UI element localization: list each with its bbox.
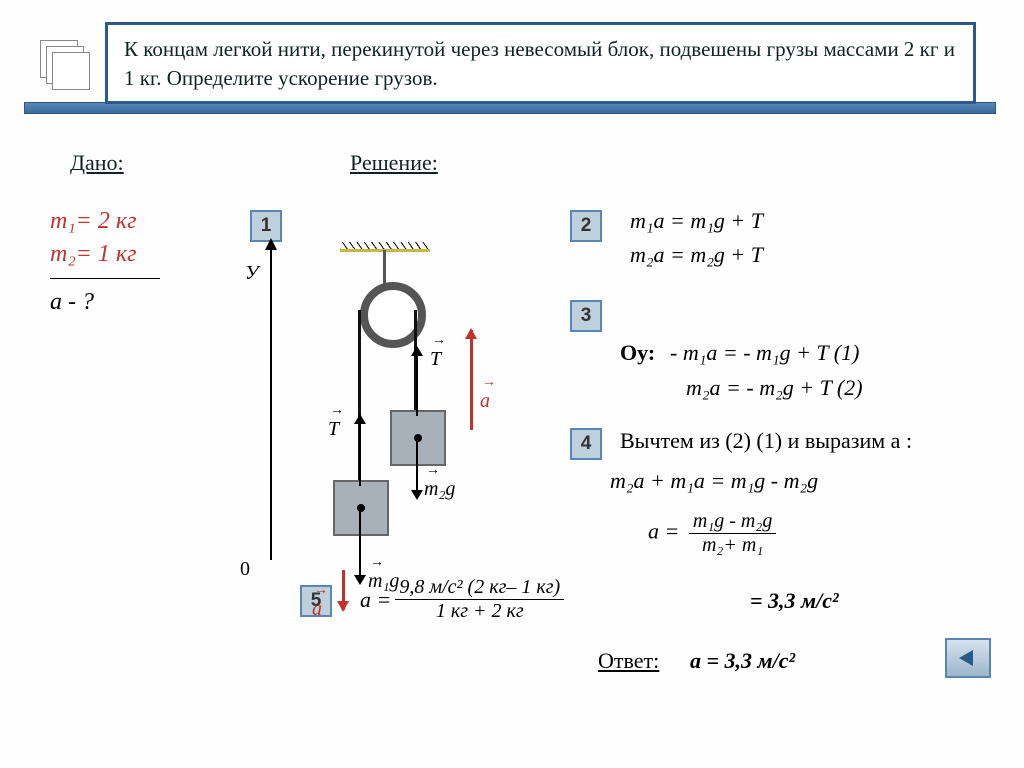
equation-2b: m₂a = m₂g + T [630, 242, 763, 268]
equation-4a: m₂a + m₁a = m₁g - m₂g [610, 468, 818, 494]
mass-1 [333, 480, 389, 536]
pulley-diagram: У 0 T T m₁g m₂g a a [220, 200, 510, 580]
accel-up-label: a [480, 390, 490, 413]
y-axis-label: У [245, 262, 258, 285]
step-4: 4 [570, 428, 602, 460]
step-2: 2 [570, 210, 602, 242]
answer-label: Ответ: [598, 648, 659, 674]
solution-label: Решение: [350, 150, 438, 176]
tension-2-label: T [430, 348, 441, 371]
origin-label: 0 [240, 558, 250, 581]
ceiling-hatch [340, 242, 430, 250]
equation-3b: m₂a = - m₂g + T (2) [686, 375, 863, 401]
given-block: m₁= 2 кг m₂= 1 кг a - ? [50, 208, 160, 316]
answer-value: a = 3,3 м/с² [690, 648, 795, 674]
weight-1-vector [359, 508, 361, 583]
given-find: a - ? [50, 289, 160, 316]
equation-5-result: = 3,3 м/с² [750, 588, 839, 614]
given-separator [50, 278, 160, 279]
page-stack-icon [40, 40, 88, 88]
problem-box: К концам легкой нити, перекинутой через … [105, 22, 976, 104]
given-label: Дано: [70, 150, 124, 176]
y-axis [270, 240, 272, 560]
accel-down-vector [342, 570, 345, 610]
equation-5: a = 9,8 м/с² (2 кг– 1 кг)1 кг + 2 кг [360, 576, 564, 623]
tension-1-vector [359, 416, 361, 486]
weight-2-vector [416, 438, 418, 498]
accel-up-vector [470, 330, 473, 430]
given-m2: m₂= 1 кг [50, 241, 160, 268]
problem-text: К концам легкой нити, перекинутой через … [108, 25, 973, 104]
step-3: 3 [570, 300, 602, 332]
equation-4b: a = m₁g - m₂gm₂+ m₁ [648, 510, 776, 557]
back-button[interactable] [945, 638, 991, 678]
tension-2-vector [416, 348, 418, 416]
mass-2 [390, 410, 446, 466]
tension-1-label: T [328, 418, 339, 441]
given-m1: m₁= 2 кг [50, 208, 160, 235]
pulley-rod [383, 250, 386, 284]
equation-2a: m₁a = m₁g + T [630, 208, 763, 234]
weight-2-label: m₂g [424, 478, 455, 501]
axis-label: Оу: [620, 340, 655, 366]
equation-3a: - m₁a = - m₁g + T (1) [670, 340, 859, 366]
step4-text: Вычтем из (2) (1) и выразим a : [620, 428, 912, 454]
accel-down-label: a [312, 598, 322, 621]
